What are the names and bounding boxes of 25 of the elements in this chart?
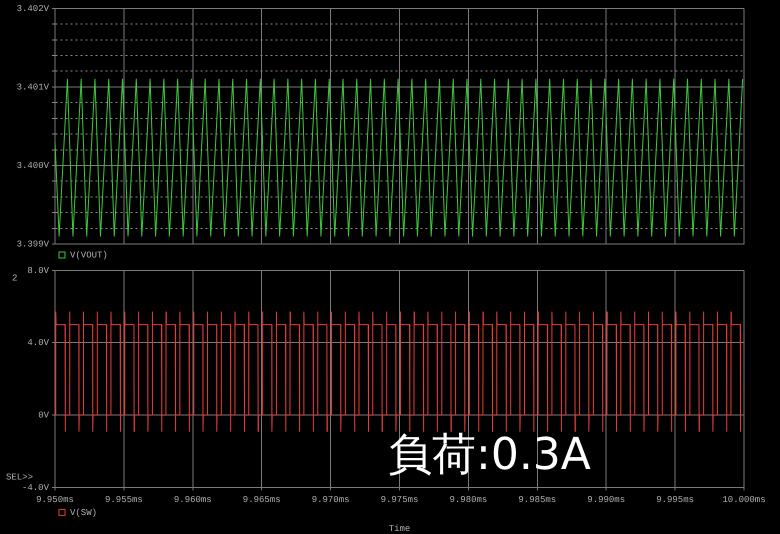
legend-label: V(VOUT)	[70, 250, 108, 260]
text: SEL>>	[6, 472, 34, 482]
x-tick-label: 9.960ms	[174, 495, 212, 506]
x-tick-label: 9.965ms	[242, 495, 281, 506]
x-tick-label: 9.995ms	[656, 495, 694, 506]
x-tick-label: 9.975ms	[380, 495, 418, 506]
text: 2	[12, 273, 18, 284]
y-tick-label: -4.0V	[22, 482, 50, 493]
x-tick-label: 9.950ms	[36, 495, 74, 506]
x-tick-label: 9.980ms	[449, 495, 488, 506]
legend-label: V(SW)	[70, 508, 98, 518]
y-tick-label: 3.401V	[16, 82, 50, 92]
y-tick-label: 3.400V	[16, 160, 50, 171]
x-tick-label: 9.970ms	[312, 495, 350, 506]
x-tick-label: 9.990ms	[587, 495, 626, 506]
x-tick-label: 9.985ms	[518, 495, 556, 506]
annotation: 負荷:0.3A	[388, 428, 591, 480]
x-tick-label: 10.000ms	[722, 495, 766, 506]
y-tick-label: 3.402V	[16, 4, 50, 14]
x-tick-label: 9.955ms	[104, 495, 143, 506]
y-tick-label: 4.0V	[27, 338, 50, 348]
y-tick-label: 0V	[38, 410, 50, 420]
y-tick-label: 3.399V	[16, 239, 50, 250]
x-axis-title: Time	[388, 524, 410, 534]
y-tick-label: 8.0V	[27, 266, 50, 276]
